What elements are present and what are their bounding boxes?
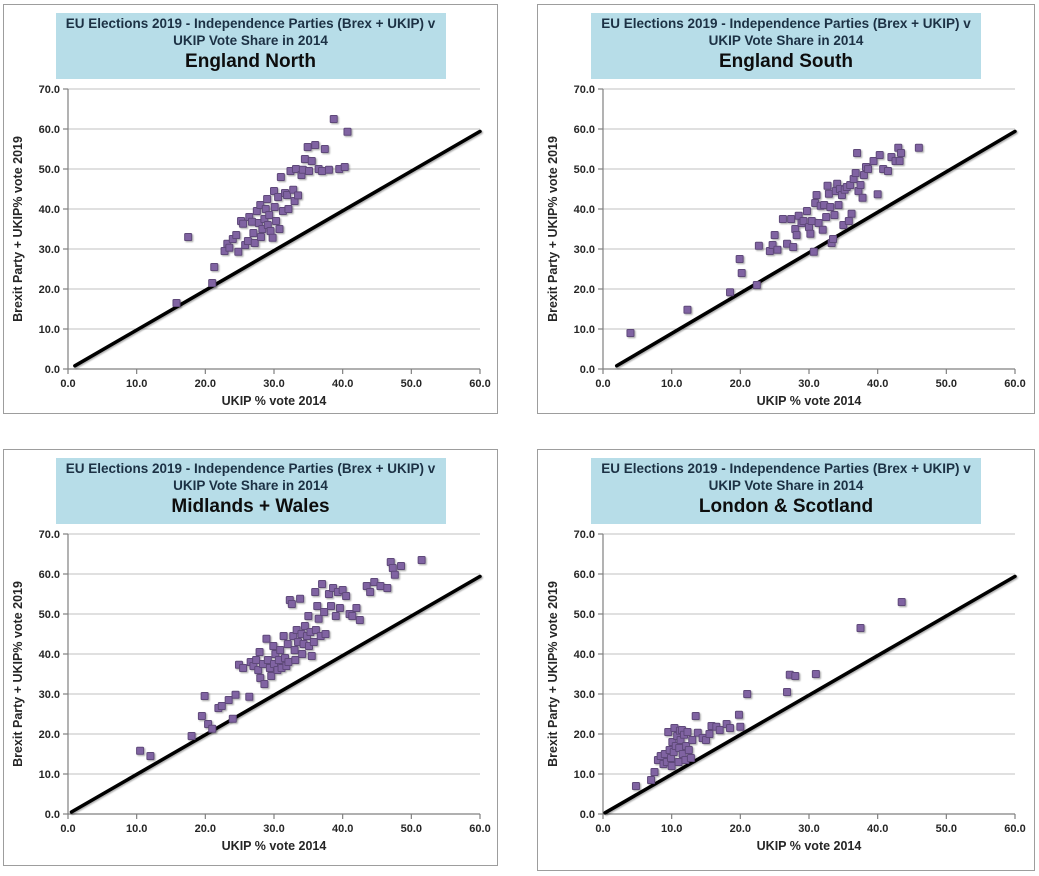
svg-text:50.0: 50.0	[936, 378, 957, 390]
chart-panel-england-north: EU Elections 2019 - Independence Parties…	[3, 4, 498, 414]
chart-title-line2: UKIP Vote Share in 2014	[173, 477, 328, 493]
svg-text:40.0: 40.0	[574, 204, 595, 216]
svg-text:20.0: 20.0	[194, 823, 215, 835]
chart-title-band: EU Elections 2019 - Independence Parties…	[591, 458, 981, 524]
svg-text:40.0: 40.0	[867, 378, 888, 390]
svg-text:50.0: 50.0	[38, 609, 59, 621]
diagonal-reference-line	[603, 574, 1017, 815]
svg-text:10.0: 10.0	[38, 769, 59, 781]
svg-text:20.0: 20.0	[574, 729, 595, 741]
svg-text:10.0: 10.0	[125, 823, 146, 835]
svg-text:70.0: 70.0	[38, 529, 59, 541]
svg-text:40.0: 40.0	[38, 204, 59, 216]
svg-text:10.0: 10.0	[38, 324, 59, 336]
svg-text:10.0: 10.0	[574, 324, 595, 336]
svg-text:40.0: 40.0	[331, 378, 352, 390]
svg-text:20.0: 20.0	[38, 729, 59, 741]
svg-text:20.0: 20.0	[730, 378, 751, 390]
svg-text:60.0: 60.0	[38, 569, 59, 581]
x-axis-title: UKIP % vote 2014	[221, 394, 326, 408]
svg-text:10.0: 10.0	[661, 823, 682, 835]
svg-text:60.0: 60.0	[574, 124, 595, 136]
chart-region-title: London & Scotland	[698, 495, 874, 517]
svg-text:30.0: 30.0	[574, 689, 595, 701]
chart-region-title: England North	[185, 50, 316, 72]
svg-text:30.0: 30.0	[798, 823, 819, 835]
x-axis-title: UKIP % vote 2014	[221, 839, 326, 853]
svg-text:10.0: 10.0	[661, 378, 682, 390]
chart-panel-london-scotland: EU Elections 2019 - Independence Parties…	[537, 449, 1035, 871]
chart-panel-midlands-wales: EU Elections 2019 - Independence Parties…	[3, 449, 498, 866]
chart-title-band: EU Elections 2019 - Independence Parties…	[55, 458, 446, 524]
chart-panel-england-south: EU Elections 2019 - Independence Parties…	[537, 4, 1035, 414]
svg-text:70.0: 70.0	[38, 84, 59, 96]
svg-text:60.0: 60.0	[1004, 823, 1025, 835]
scatter-plot: 0.0 10.0 20.0 30.0 40.0 50.0 60.0 70.0 0.0 10.0 20…	[8, 81, 494, 415]
svg-text:30.0: 30.0	[38, 689, 59, 701]
chart-title-line1: EU Elections 2019 - Independence Parties…	[601, 461, 971, 476]
svg-text:0.0: 0.0	[60, 823, 75, 835]
svg-text:40.0: 40.0	[574, 649, 595, 661]
svg-text:50.0: 50.0	[400, 378, 421, 390]
chart-title-band: EU Elections 2019 - Independence Parties…	[55, 13, 446, 79]
chart-title-line2: UKIP Vote Share in 2014	[708, 32, 864, 48]
svg-text:30.0: 30.0	[263, 378, 284, 390]
svg-text:0.0: 0.0	[595, 823, 610, 835]
svg-text:50.0: 50.0	[936, 823, 957, 835]
scatter-plot: 0.0 10.0 20.0 30.0 40.0 50.0 60.0 70.0 0.0 10.0 20…	[8, 526, 494, 860]
svg-text:40.0: 40.0	[38, 649, 59, 661]
svg-text:10.0: 10.0	[125, 378, 146, 390]
chart-region-title: Midlands + Wales	[171, 495, 330, 517]
y-axis-title: Brexit Party + UKIP% vote 2019	[11, 581, 25, 767]
svg-text:50.0: 50.0	[574, 164, 595, 176]
svg-text:30.0: 30.0	[38, 244, 59, 256]
svg-text:60.0: 60.0	[574, 569, 595, 581]
svg-text:70.0: 70.0	[574, 529, 595, 541]
svg-text:0.0: 0.0	[580, 809, 595, 821]
svg-text:0.0: 0.0	[580, 364, 595, 376]
scatter-points	[626, 143, 923, 337]
svg-text:50.0: 50.0	[574, 609, 595, 621]
chart-title-line1: EU Elections 2019 - Independence Parties…	[65, 461, 436, 476]
chart-title-line1: EU Elections 2019 - Independence Parties…	[65, 16, 436, 31]
svg-text:60.0: 60.0	[1004, 378, 1025, 390]
svg-text:30.0: 30.0	[263, 823, 284, 835]
svg-text:70.0: 70.0	[574, 84, 595, 96]
diagonal-reference-line	[72, 129, 482, 368]
svg-text:0.0: 0.0	[44, 809, 59, 821]
svg-text:40.0: 40.0	[867, 823, 888, 835]
scatter-points	[135, 555, 426, 760]
chart-title-line2: UKIP Vote Share in 2014	[173, 32, 328, 48]
svg-text:0.0: 0.0	[595, 378, 610, 390]
chart-title-line2: UKIP Vote Share in 2014	[708, 477, 864, 493]
svg-text:20.0: 20.0	[194, 378, 215, 390]
scatter-points	[171, 114, 351, 307]
scatter-plot: 0.0 10.0 20.0 30.0 40.0 50.0 60.0 70.0 0.0 10.0 20…	[543, 81, 1029, 415]
svg-text:10.0: 10.0	[574, 769, 595, 781]
y-axis-title: Brexit Party + UKIP% vote 2019	[546, 581, 560, 767]
svg-text:50.0: 50.0	[400, 823, 421, 835]
svg-text:40.0: 40.0	[331, 823, 352, 835]
y-axis-title: Brexit Party + UKIP% vote 2019	[546, 136, 560, 322]
svg-text:20.0: 20.0	[574, 284, 595, 296]
scatter-plot: 0.0 10.0 20.0 30.0 40.0 50.0 60.0 70.0 0.0 10.0 20…	[543, 526, 1029, 860]
scatter-points	[631, 597, 906, 790]
svg-text:0.0: 0.0	[60, 378, 75, 390]
svg-text:20.0: 20.0	[38, 284, 59, 296]
svg-text:20.0: 20.0	[730, 823, 751, 835]
svg-text:60.0: 60.0	[469, 823, 490, 835]
chart-title-band: EU Elections 2019 - Independence Parties…	[591, 13, 981, 79]
svg-text:30.0: 30.0	[574, 244, 595, 256]
svg-text:60.0: 60.0	[469, 378, 490, 390]
x-axis-title: UKIP % vote 2014	[757, 839, 862, 853]
svg-text:60.0: 60.0	[38, 124, 59, 136]
svg-text:50.0: 50.0	[38, 164, 59, 176]
svg-text:0.0: 0.0	[44, 364, 59, 376]
diagonal-reference-line	[69, 574, 482, 814]
x-axis-title: UKIP % vote 2014	[757, 394, 862, 408]
chart-region-title: England South	[718, 50, 854, 72]
chart-title-line1: EU Elections 2019 - Independence Parties…	[601, 16, 971, 31]
svg-text:30.0: 30.0	[798, 378, 819, 390]
y-axis-title: Brexit Party + UKIP% vote 2019	[11, 136, 25, 322]
